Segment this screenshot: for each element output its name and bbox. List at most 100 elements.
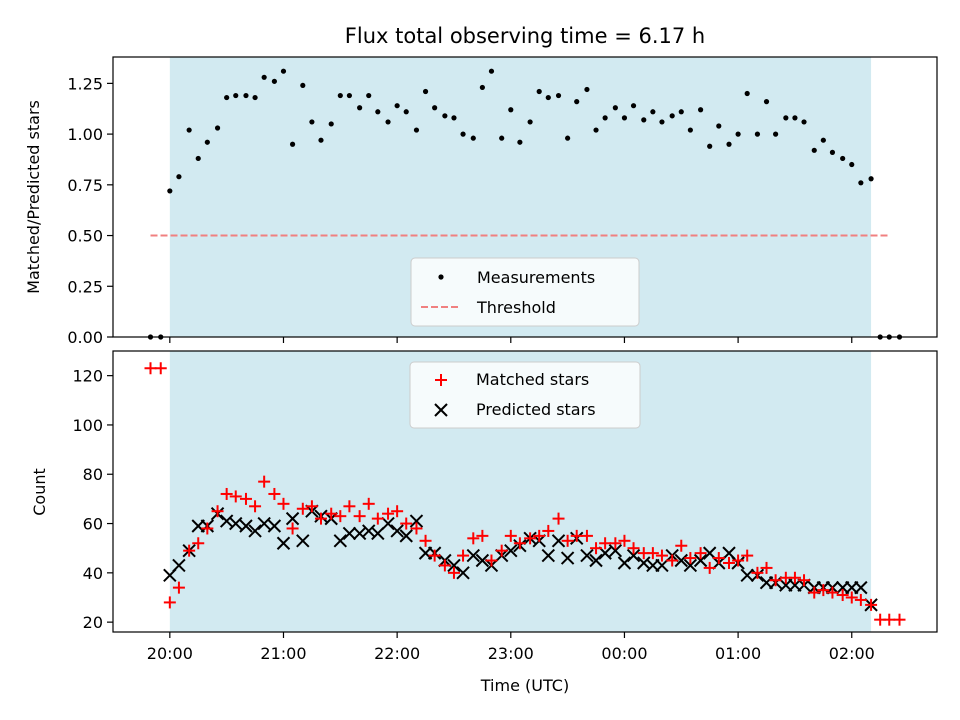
measurement-point <box>783 115 789 121</box>
matched-star-point <box>854 593 867 606</box>
predicted-star-point <box>466 548 480 563</box>
matched-star-point <box>599 537 612 550</box>
matched-star-point <box>808 586 821 599</box>
matched-star-point <box>192 537 205 550</box>
predicted-star-point <box>683 558 698 573</box>
matched-star-point <box>798 574 811 587</box>
top-ytick-label: 0.00 <box>67 328 103 347</box>
matched-star-point <box>836 589 849 602</box>
xtick-label: 00:00 <box>601 644 647 663</box>
bottom-legend-box <box>409 361 641 429</box>
predicted-star-point <box>381 516 395 531</box>
measurement-point <box>621 115 628 121</box>
measurement-point <box>309 119 315 125</box>
matched-star-point <box>723 556 736 569</box>
matched-star-point <box>258 475 271 488</box>
measurement-point <box>735 131 741 137</box>
predicted-star-point <box>409 514 424 528</box>
matched-star-point <box>666 554 679 567</box>
matched-star-point <box>154 362 167 375</box>
matched-star-point <box>732 554 745 567</box>
matched-star-point <box>457 549 470 562</box>
measurement-point <box>811 147 817 153</box>
measurement-point <box>849 161 855 168</box>
predicted-star-point <box>390 524 404 538</box>
measurement-point <box>630 103 637 109</box>
matched-star-point <box>817 584 830 597</box>
matched-star-point <box>467 532 480 545</box>
predicted-star-point <box>239 519 253 533</box>
matched-star-point <box>410 522 423 535</box>
bottom-legend: Matched stars Predicted stars <box>409 361 641 429</box>
matched-star-point <box>893 613 906 626</box>
matched-star-point <box>694 547 707 560</box>
matched-star-point <box>353 510 366 523</box>
top-data-marks <box>147 68 903 340</box>
bottom-panel: 20 40 60 80 100 120 20:00 21:00 22:00 23:00 00:00… <box>30 350 938 695</box>
bottom-ytick-label: 100 <box>72 416 103 435</box>
matched-star-point <box>325 507 338 520</box>
predicted-star-point <box>617 556 632 570</box>
predicted-star-point <box>399 529 413 543</box>
predicted-star-point <box>475 553 490 568</box>
measurement-point <box>593 127 599 133</box>
measurement-point <box>413 127 420 133</box>
top-panel: 0.00 0.25 0.50 0.75 1.00 1.25 Matched/Predict… <box>24 56 938 347</box>
predicted-star-point <box>541 548 556 563</box>
measurement-point <box>176 174 182 180</box>
predicted-star-point <box>276 536 291 550</box>
measurement-point <box>488 68 495 74</box>
predicted-star-point <box>580 548 594 563</box>
matched-star-point <box>769 574 782 587</box>
matched-star-point <box>646 547 659 560</box>
matched-star-point <box>504 529 517 542</box>
xtick-label: 20:00 <box>147 644 193 663</box>
matched-star-point <box>570 529 583 542</box>
measurement-point <box>357 105 363 111</box>
matched-star-point <box>447 566 460 579</box>
predicted-star-point <box>172 558 186 573</box>
measurement-point <box>385 119 391 125</box>
measurement-point <box>641 117 647 123</box>
top-y-ticks: 0.00 0.25 0.50 0.75 1.00 1.25 <box>67 74 113 347</box>
matched-star-point <box>229 490 242 503</box>
measurement-point <box>252 94 258 101</box>
matched-star-point <box>268 487 281 500</box>
measurement-point <box>678 109 684 115</box>
measurement-point <box>763 99 770 105</box>
matched-star-point <box>211 505 224 518</box>
matched-star-point <box>826 586 839 599</box>
top-axes-frame <box>112 56 938 338</box>
matched-star-point <box>438 559 451 572</box>
predicted-star-point <box>740 568 754 583</box>
bottom-data-marks <box>144 362 906 626</box>
bottom-ytick-label: 120 <box>72 367 103 386</box>
xtick-label: 23:00 <box>488 644 534 663</box>
bottom-x-ticks: 20:00 21:00 22:00 23:00 00:00 01:00 02:00 <box>147 632 875 663</box>
measurement-point <box>289 141 296 147</box>
predicted-star-point <box>456 566 470 580</box>
matched-star-point <box>865 598 878 611</box>
matched-star-point <box>286 522 299 535</box>
matched-star-point <box>542 524 555 537</box>
measurement-point <box>820 137 826 143</box>
matched-star-point <box>371 512 384 525</box>
top-ytick-label: 1.00 <box>67 125 103 144</box>
matched-star-point <box>239 492 252 505</box>
bottom-ytick-label: 20 <box>83 613 103 632</box>
measurement-point <box>451 115 457 121</box>
predicted-star-point <box>296 534 310 548</box>
legend-threshold-label: Threshold <box>476 298 556 317</box>
measurement-point <box>508 107 514 113</box>
measurement-point <box>801 119 807 125</box>
legend-matched-label: Matched stars <box>476 370 589 389</box>
matched-star-point <box>655 549 668 562</box>
x-axis-label: Time (UTC) <box>480 676 569 695</box>
matched-star-point <box>144 362 157 375</box>
top-ytick-label: 0.25 <box>67 277 103 296</box>
matched-star-point <box>561 534 574 547</box>
measurement-point <box>773 131 779 137</box>
measurement-point <box>545 94 551 101</box>
matched-star-point <box>382 507 395 520</box>
predicted-star-point <box>693 553 708 568</box>
